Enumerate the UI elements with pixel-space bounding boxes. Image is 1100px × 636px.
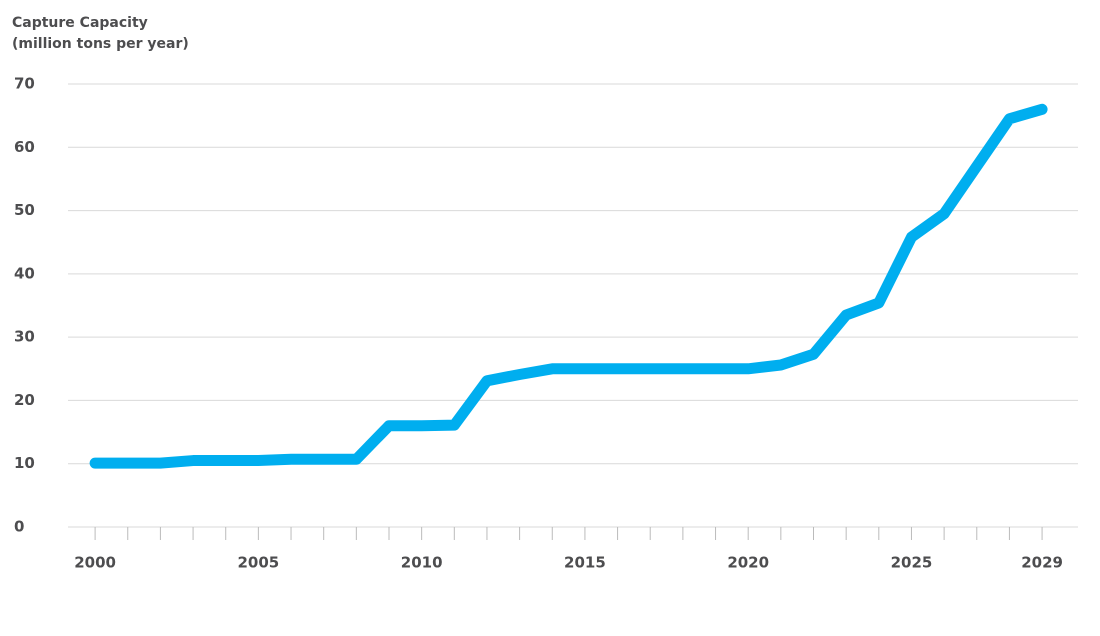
x-tick-label: 2025: [891, 554, 933, 572]
y-axis-title: (million tons per year): [12, 36, 189, 52]
x-tick-label: 2010: [401, 554, 443, 572]
y-tick-label: 30: [14, 328, 35, 346]
x-tick-label: 2005: [238, 554, 280, 572]
y-tick-label: 60: [14, 138, 35, 156]
x-tick-label: 2015: [564, 554, 606, 572]
y-tick-label: 40: [14, 264, 35, 282]
y-tick-label: 70: [14, 75, 35, 93]
y-axis-title: Capture Capacity: [12, 15, 148, 31]
x-tick-label: 2029: [1021, 554, 1063, 572]
y-tick-label: 50: [14, 201, 35, 219]
x-tick-label: 2000: [74, 554, 116, 572]
y-tick-label: 10: [14, 454, 35, 472]
y-tick-label: 20: [14, 391, 35, 409]
x-tick-label: 2020: [727, 554, 769, 572]
y-tick-label: 0: [14, 518, 24, 536]
data-line: [89, 103, 1048, 469]
